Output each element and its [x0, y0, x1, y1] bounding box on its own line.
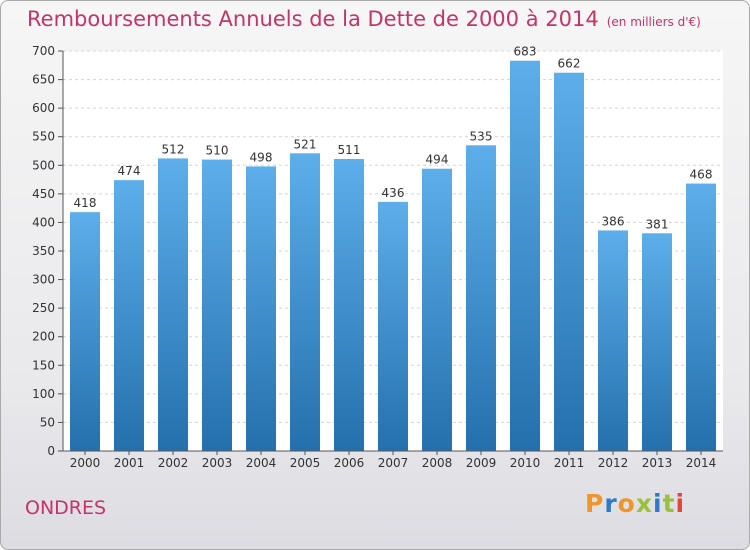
data-label-2006: 511 — [338, 143, 361, 157]
data-label-2001: 474 — [118, 164, 141, 178]
x-tick-label-2009: 2009 — [466, 456, 497, 470]
x-tick-label-2010: 2010 — [510, 456, 541, 470]
y-tick-label: 0 — [47, 444, 55, 458]
place-name: ONDRES — [25, 497, 107, 519]
bar-2009 — [466, 145, 496, 452]
bar-2000 — [70, 212, 100, 451]
y-tick-label: 250 — [32, 301, 55, 315]
x-tick-label-2007: 2007 — [378, 456, 409, 470]
x-tick-label-2006: 2006 — [334, 456, 365, 470]
data-label-2005: 521 — [294, 137, 317, 151]
data-label-2007: 436 — [382, 186, 405, 200]
y-tick-label: 50 — [40, 415, 55, 429]
data-label-2013: 381 — [646, 217, 669, 231]
bar-2001 — [114, 180, 144, 451]
data-label-2004: 498 — [250, 150, 273, 164]
bar-2006 — [334, 159, 364, 451]
x-tick-label-2014: 2014 — [686, 456, 717, 470]
bar-2014 — [686, 183, 716, 452]
x-tick-label-2003: 2003 — [202, 456, 233, 470]
y-tick-label: 150 — [32, 358, 55, 372]
bar-2002 — [158, 158, 188, 451]
bar-2011 — [554, 72, 584, 451]
chart-title-text: Remboursements Annuels de la Dette de 20… — [27, 7, 599, 31]
y-axis-ticks: 0 50 100 150 200 250 300 350 400 450 500 550 600 650 7… — [32, 44, 63, 458]
bar-2013 — [642, 233, 672, 451]
bar-2003 — [202, 159, 232, 452]
data-label-2002: 512 — [162, 142, 185, 156]
x-tick-label-2012: 2012 — [598, 456, 629, 470]
x-tick-label-2001: 2001 — [114, 456, 145, 470]
data-label-2010: 683 — [514, 45, 537, 59]
y-tick-label: 500 — [32, 158, 55, 172]
y-tick-label: 350 — [32, 244, 55, 258]
x-tick-label-2000: 2000 — [70, 456, 101, 470]
x-axis-ticks: 2000 2001 2002 2003 2004 2005 2006 2007 2008 2009… — [70, 451, 717, 470]
y-tick-label: 400 — [32, 215, 55, 229]
data-label-2008: 494 — [426, 153, 449, 167]
y-tick-label: 300 — [32, 273, 55, 287]
data-label-2011: 662 — [558, 57, 581, 71]
data-label-2014: 468 — [690, 168, 713, 182]
data-label-2009: 535 — [470, 129, 493, 143]
x-tick-label-2013: 2013 — [642, 456, 673, 470]
y-tick-label: 100 — [32, 387, 55, 401]
y-tick-label: 650 — [32, 73, 55, 87]
chart-unit: (en milliers d'€) — [606, 15, 701, 29]
data-label-2000: 418 — [74, 196, 97, 210]
bar-2004 — [246, 166, 276, 451]
bar-2005 — [290, 153, 320, 452]
x-tick-label-2002: 2002 — [158, 456, 189, 470]
bar-2007 — [378, 201, 408, 451]
bar-2010 — [510, 60, 540, 451]
bars: 418 474 512 510 498 521 511 436 494 535 683 662 386 3… — [70, 45, 716, 452]
x-tick-label-2008: 2008 — [422, 456, 453, 470]
y-tick-label: 200 — [32, 330, 55, 344]
x-tick-label-2004: 2004 — [246, 456, 277, 470]
data-label-2012: 386 — [602, 214, 625, 228]
y-tick-label: 450 — [32, 187, 55, 201]
bar-2012 — [598, 230, 628, 451]
x-tick-label-2005: 2005 — [290, 456, 321, 470]
chart-title: Remboursements Annuels de la Dette de 20… — [27, 7, 701, 31]
bar-2008 — [422, 168, 452, 451]
y-tick-label: 550 — [32, 130, 55, 144]
proxiti-logo: Proxiti — [585, 489, 686, 518]
y-tick-label: 600 — [32, 101, 55, 115]
x-tick-label-2011: 2011 — [554, 456, 585, 470]
y-tick-label: 700 — [32, 44, 55, 58]
data-label-2003: 510 — [206, 144, 229, 158]
